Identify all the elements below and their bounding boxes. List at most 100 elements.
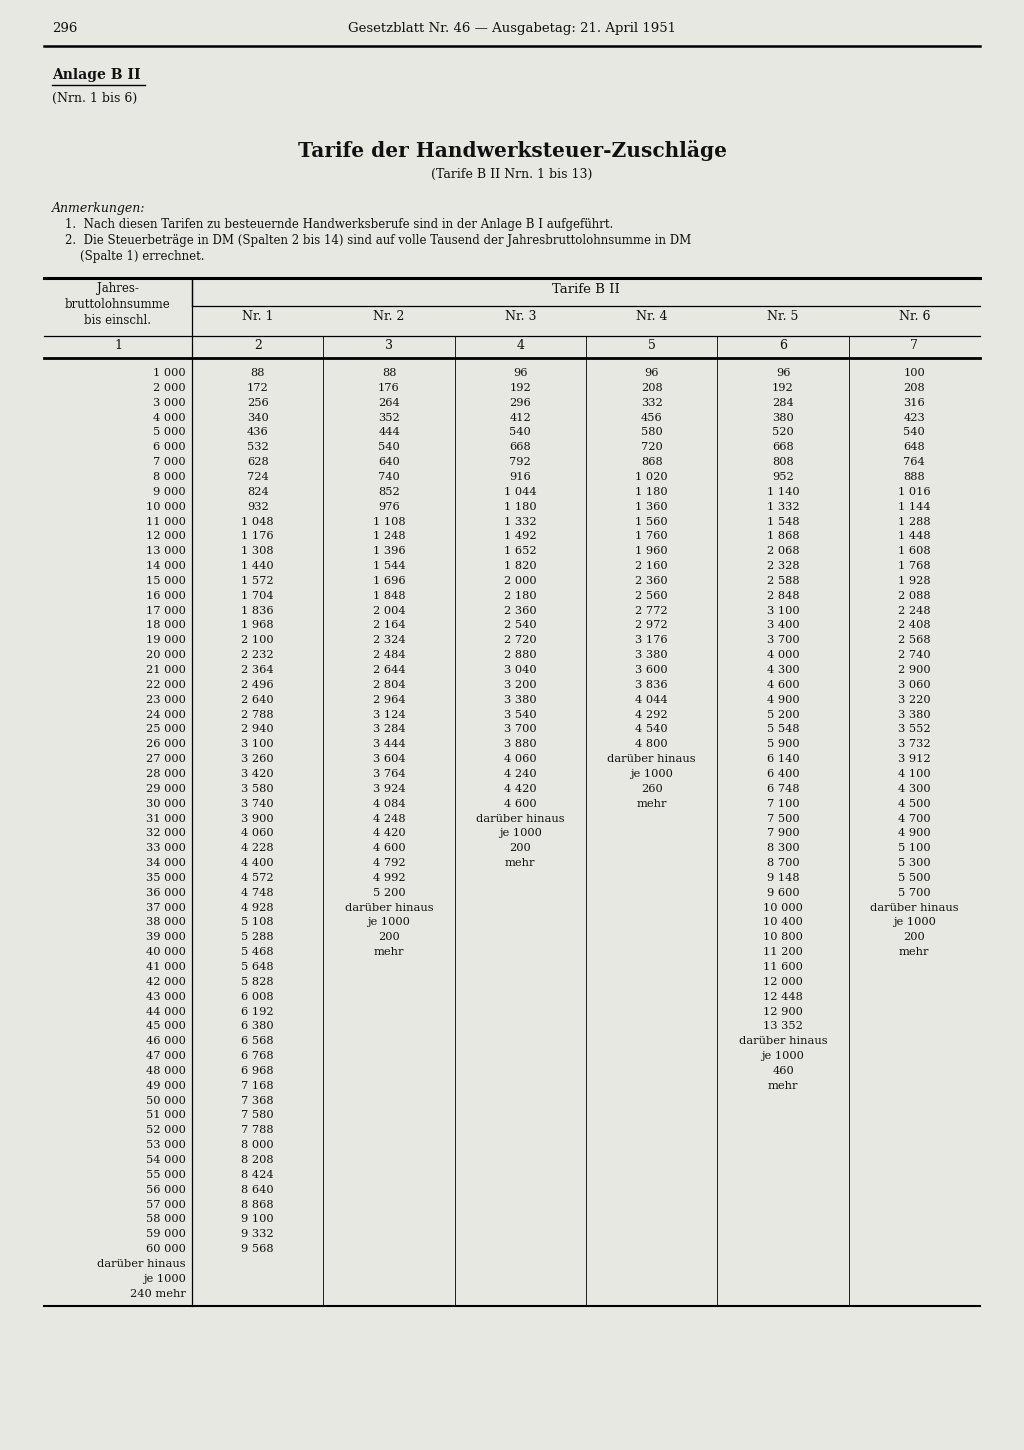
Text: 1 768: 1 768 [898, 561, 931, 571]
Text: 5 468: 5 468 [242, 947, 274, 957]
Text: 31 000: 31 000 [146, 813, 186, 824]
Text: 4 060: 4 060 [504, 754, 537, 764]
Text: 1 108: 1 108 [373, 516, 406, 526]
Text: 9 332: 9 332 [242, 1230, 274, 1240]
Text: 2 880: 2 880 [504, 650, 537, 660]
Text: 24 000: 24 000 [146, 709, 186, 719]
Text: 4 700: 4 700 [898, 813, 931, 824]
Text: 4 420: 4 420 [373, 828, 406, 838]
Text: 5 300: 5 300 [898, 858, 931, 869]
Text: 1 848: 1 848 [373, 590, 406, 600]
Text: 1 548: 1 548 [767, 516, 800, 526]
Text: 192: 192 [510, 383, 531, 393]
Text: je 1000: je 1000 [762, 1051, 805, 1061]
Text: 88: 88 [382, 368, 396, 378]
Text: 2 640: 2 640 [242, 695, 274, 705]
Text: 8 868: 8 868 [242, 1199, 274, 1209]
Text: (Tarife B II Nrn. 1 bis 13): (Tarife B II Nrn. 1 bis 13) [431, 168, 593, 181]
Text: 16 000: 16 000 [146, 590, 186, 600]
Text: 9 600: 9 600 [767, 887, 800, 898]
Text: 1 544: 1 544 [373, 561, 406, 571]
Text: 4 248: 4 248 [373, 813, 406, 824]
Text: 23 000: 23 000 [146, 695, 186, 705]
Text: 1 308: 1 308 [242, 547, 274, 557]
Text: 4 084: 4 084 [373, 799, 406, 809]
Text: 3 124: 3 124 [373, 709, 406, 719]
Text: 4 600: 4 600 [504, 799, 537, 809]
Text: 52 000: 52 000 [146, 1125, 186, 1135]
Text: (Nrn. 1 bis 6): (Nrn. 1 bis 6) [52, 91, 137, 104]
Text: 15 000: 15 000 [146, 576, 186, 586]
Text: 96: 96 [776, 368, 791, 378]
Text: 3 260: 3 260 [242, 754, 274, 764]
Text: 2 360: 2 360 [635, 576, 668, 586]
Text: darüber hinaus: darüber hinaus [738, 1037, 827, 1047]
Text: 2 540: 2 540 [504, 621, 537, 631]
Text: 5: 5 [648, 339, 655, 352]
Text: 284: 284 [772, 397, 794, 407]
Text: 1 560: 1 560 [635, 516, 668, 526]
Text: 264: 264 [378, 397, 400, 407]
Text: 2 804: 2 804 [373, 680, 406, 690]
Text: 41 000: 41 000 [146, 961, 186, 972]
Text: 2 588: 2 588 [767, 576, 800, 586]
Text: 1 448: 1 448 [898, 531, 931, 541]
Text: 4 000: 4 000 [154, 413, 186, 422]
Text: 740: 740 [378, 471, 400, 481]
Text: 7 788: 7 788 [242, 1125, 274, 1135]
Text: 3 836: 3 836 [635, 680, 668, 690]
Text: 8 208: 8 208 [242, 1156, 274, 1164]
Text: 2 360: 2 360 [504, 606, 537, 616]
Text: 5 900: 5 900 [767, 740, 800, 750]
Text: 4 900: 4 900 [767, 695, 800, 705]
Text: 2 568: 2 568 [898, 635, 931, 645]
Text: 208: 208 [903, 383, 926, 393]
Text: 868: 868 [641, 457, 663, 467]
Text: 4 600: 4 600 [767, 680, 800, 690]
Text: 2 496: 2 496 [242, 680, 274, 690]
Text: 32 000: 32 000 [146, 828, 186, 838]
Text: 352: 352 [378, 413, 400, 422]
Text: 3 540: 3 540 [504, 709, 537, 719]
Text: Jahres-
bruttolohnsumme
bis einschl.: Jahres- bruttolohnsumme bis einschl. [66, 281, 171, 328]
Text: 1 360: 1 360 [635, 502, 668, 512]
Text: 8 000: 8 000 [242, 1140, 274, 1150]
Text: 3 600: 3 600 [635, 666, 668, 676]
Text: 6 008: 6 008 [242, 992, 274, 1002]
Text: 1.  Nach diesen Tarifen zu besteuernde Handwerksberufe sind in der Anlage B I au: 1. Nach diesen Tarifen zu besteuernde Ha… [65, 218, 613, 231]
Text: mehr: mehr [899, 947, 930, 957]
Text: 1 020: 1 020 [635, 471, 668, 481]
Text: 764: 764 [903, 457, 926, 467]
Text: 3 880: 3 880 [504, 740, 537, 750]
Text: 4 060: 4 060 [242, 828, 274, 838]
Text: 1 176: 1 176 [242, 531, 274, 541]
Text: 38 000: 38 000 [146, 918, 186, 928]
Text: 5 548: 5 548 [767, 725, 800, 734]
Text: 26 000: 26 000 [146, 740, 186, 750]
Text: je 1000: je 1000 [143, 1275, 186, 1283]
Text: 1 180: 1 180 [504, 502, 537, 512]
Text: 3 100: 3 100 [242, 740, 274, 750]
Text: 640: 640 [378, 457, 400, 467]
Text: 3 040: 3 040 [504, 666, 537, 676]
Text: 3 380: 3 380 [635, 650, 668, 660]
Text: 200: 200 [903, 932, 926, 942]
Text: 2 408: 2 408 [898, 621, 931, 631]
Text: 5 828: 5 828 [242, 977, 274, 987]
Text: 6 968: 6 968 [242, 1066, 274, 1076]
Text: 532: 532 [247, 442, 268, 452]
Text: 7 100: 7 100 [767, 799, 800, 809]
Text: 5 000: 5 000 [154, 428, 186, 438]
Text: 3 552: 3 552 [898, 725, 931, 734]
Text: 3 220: 3 220 [898, 695, 931, 705]
Text: 200: 200 [378, 932, 400, 942]
Text: 2 940: 2 940 [242, 725, 274, 734]
Text: 4 748: 4 748 [242, 887, 274, 898]
Text: darüber hinaus: darüber hinaus [607, 754, 696, 764]
Text: 12 448: 12 448 [763, 992, 803, 1002]
Text: 44 000: 44 000 [146, 1006, 186, 1016]
Text: 4 792: 4 792 [373, 858, 406, 869]
Text: mehr: mehr [505, 858, 536, 869]
Text: 240 mehr: 240 mehr [130, 1289, 186, 1299]
Text: 96: 96 [513, 368, 527, 378]
